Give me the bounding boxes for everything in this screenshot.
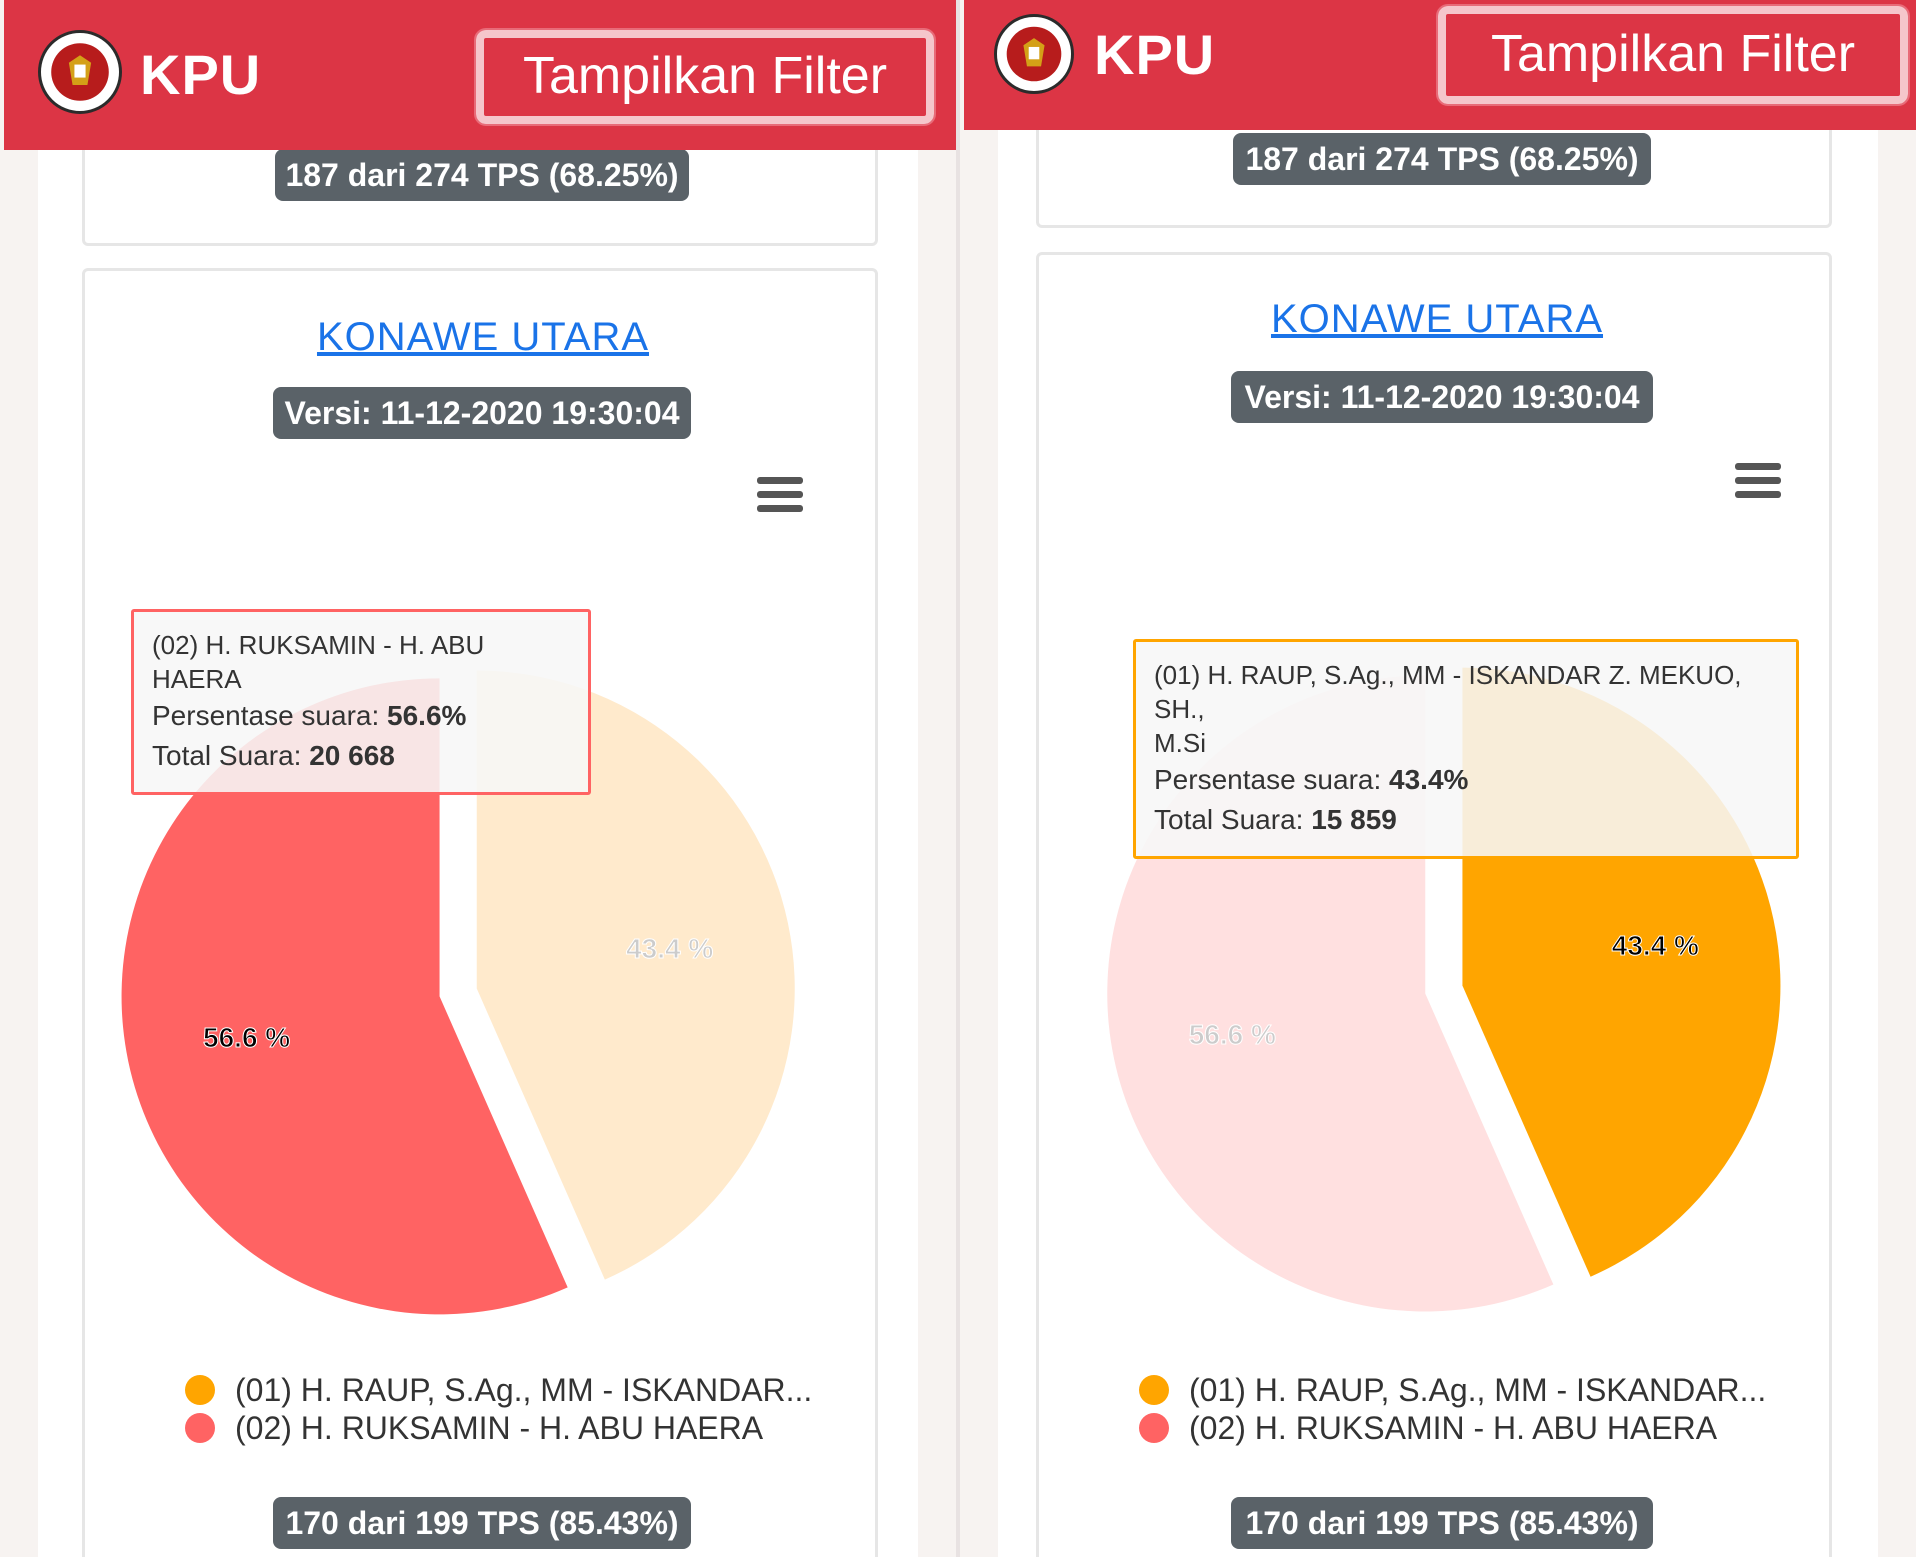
chart-tooltip: (02) H. RUKSAMIN - H. ABU HAERA Persenta… [131, 609, 591, 795]
legend-item-02[interactable]: (02) H. RUKSAMIN - H. ABU HAERA [1139, 1409, 1779, 1447]
legend-item-01[interactable]: (01) H. RAUP, S.Ag., MM - ISKANDAR... [1139, 1371, 1779, 1409]
right-screenshot: 187 dari 274 TPS (68.25%) KONAWE UTARA V… [960, 0, 1916, 1557]
hamburger-menu-icon[interactable] [757, 477, 803, 513]
tooltip-total-row: Total Suara: 15 859 [1154, 804, 1397, 835]
tooltip-percent-row: Persentase suara: 56.6% [152, 700, 467, 731]
legend-dot-icon [1139, 1413, 1169, 1443]
kpu-logo-icon [994, 14, 1074, 94]
pie-data-label-01: 43.4 % [626, 933, 713, 964]
version-badge: Versi: 11-12-2020 19:30:04 [273, 387, 691, 439]
tooltip-percent-value: 56.6% [387, 700, 467, 731]
show-filter-button[interactable]: Tampilkan Filter [474, 28, 936, 126]
show-filter-button[interactable]: Tampilkan Filter [1436, 4, 1910, 106]
pie-chart: 43.4 % 56.6 % [121, 670, 795, 1315]
pie-data-label-02: 56.6 % [1189, 1019, 1276, 1050]
pie-data-label-02: 56.6 % [203, 1022, 290, 1053]
pie-slice-01[interactable] [476, 670, 795, 1280]
legend-item-01[interactable]: (01) H. RAUP, S.Ag., MM - ISKANDAR... [185, 1371, 825, 1409]
hamburger-menu-icon[interactable] [1735, 463, 1781, 499]
tps-badge: 170 dari 199 TPS (85.43%) [1231, 1497, 1653, 1549]
legend-dot-icon [1139, 1375, 1169, 1405]
screenshot-divider [956, 0, 960, 1557]
legend-dot-icon [185, 1375, 215, 1405]
tooltip-percent-row: Persentase suara: 43.4% [1154, 764, 1469, 795]
region-card: KONAWE UTARA Versi: 11-12-2020 19:30:04 … [1036, 252, 1832, 1557]
chart-tooltip: (01) H. RAUP, S.Ag., MM - ISKANDAR Z. ME… [1133, 639, 1799, 859]
top-navbar: KPU Tampilkan Filter [964, 0, 1916, 130]
tooltip-total-value: 15 859 [1311, 804, 1397, 835]
tooltip-candidate-name: (01) H. RAUP, S.Ag., MM - ISKANDAR Z. ME… [1154, 660, 1742, 758]
tooltip-percent-value: 43.4% [1389, 764, 1469, 795]
previous-tps-badge: 187 dari 274 TPS (68.25%) [275, 149, 689, 201]
tooltip-total-row: Total Suara: 20 668 [152, 740, 395, 771]
top-navbar: KPU Tampilkan Filter [4, 0, 956, 150]
pie-slice-02[interactable] [121, 678, 568, 1315]
brand-title: KPU [1094, 23, 1216, 86]
region-link[interactable]: KONAWE UTARA [316, 315, 650, 359]
tooltip-candidate-name: (02) H. RUKSAMIN - H. ABU HAERA [152, 630, 485, 694]
region-card: KONAWE UTARA Versi: 11-12-2020 19:30:04 … [82, 268, 878, 1557]
chart-legend: (01) H. RAUP, S.Ag., MM - ISKANDAR... (0… [1139, 1371, 1779, 1447]
legend-item-02[interactable]: (02) H. RUKSAMIN - H. ABU HAERA [185, 1409, 825, 1447]
brand-title: KPU [140, 43, 262, 106]
chart-legend: (01) H. RAUP, S.Ag., MM - ISKANDAR... (0… [185, 1371, 825, 1447]
legend-dot-icon [185, 1413, 215, 1443]
region-link[interactable]: KONAWE UTARA [1270, 297, 1604, 341]
tps-badge: 170 dari 199 TPS (85.43%) [273, 1497, 691, 1549]
previous-tps-badge: 187 dari 274 TPS (68.25%) [1233, 133, 1651, 185]
pie-data-label-01: 43.4 % [1612, 930, 1699, 961]
tooltip-total-value: 20 668 [309, 740, 395, 771]
left-screenshot: 187 dari 274 TPS (68.25%) KONAWE UTARA V… [0, 0, 956, 1557]
version-badge: Versi: 11-12-2020 19:30:04 [1231, 371, 1653, 423]
kpu-logo-icon [38, 30, 122, 114]
